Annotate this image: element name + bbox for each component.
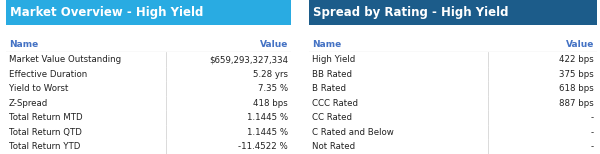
Text: Value: Value	[260, 40, 288, 49]
Text: Market Value Outstanding: Market Value Outstanding	[9, 55, 121, 64]
Text: CCC Rated: CCC Rated	[312, 99, 358, 108]
Text: C Rated and Below: C Rated and Below	[312, 128, 394, 137]
Text: Total Return MTD: Total Return MTD	[9, 113, 82, 122]
Text: Market Overview - High Yield: Market Overview - High Yield	[10, 6, 203, 19]
Text: Total Return QTD: Total Return QTD	[9, 128, 82, 137]
Text: -: -	[591, 128, 594, 137]
Text: Not Rated: Not Rated	[312, 142, 355, 151]
Text: 618 bps: 618 bps	[559, 84, 594, 93]
Text: 1.1445 %: 1.1445 %	[247, 128, 288, 137]
Text: Spread by Rating - High Yield: Spread by Rating - High Yield	[313, 6, 509, 19]
Text: Total Return YTD: Total Return YTD	[9, 142, 80, 151]
Text: -11.4522 %: -11.4522 %	[238, 142, 288, 151]
Text: Z-Spread: Z-Spread	[9, 99, 48, 108]
Text: 887 bps: 887 bps	[559, 99, 594, 108]
Text: BB Rated: BB Rated	[312, 70, 352, 79]
Text: 1.1445 %: 1.1445 %	[247, 113, 288, 122]
Text: 422 bps: 422 bps	[559, 55, 594, 64]
Text: B Rated: B Rated	[312, 84, 346, 93]
Text: 5.28 yrs: 5.28 yrs	[253, 70, 288, 79]
Text: -: -	[591, 113, 594, 122]
Text: 7.35 %: 7.35 %	[258, 84, 288, 93]
Text: 375 bps: 375 bps	[559, 70, 594, 79]
Text: Name: Name	[9, 40, 38, 49]
Text: -: -	[591, 142, 594, 151]
Text: Value: Value	[566, 40, 594, 49]
Text: Yield to Worst: Yield to Worst	[9, 84, 68, 93]
Text: High Yield: High Yield	[312, 55, 355, 64]
Text: 418 bps: 418 bps	[253, 99, 288, 108]
Text: CC Rated: CC Rated	[312, 113, 352, 122]
Text: $659,293,327,334: $659,293,327,334	[209, 55, 288, 64]
Text: Name: Name	[312, 40, 341, 49]
Text: Effective Duration: Effective Duration	[9, 70, 87, 79]
